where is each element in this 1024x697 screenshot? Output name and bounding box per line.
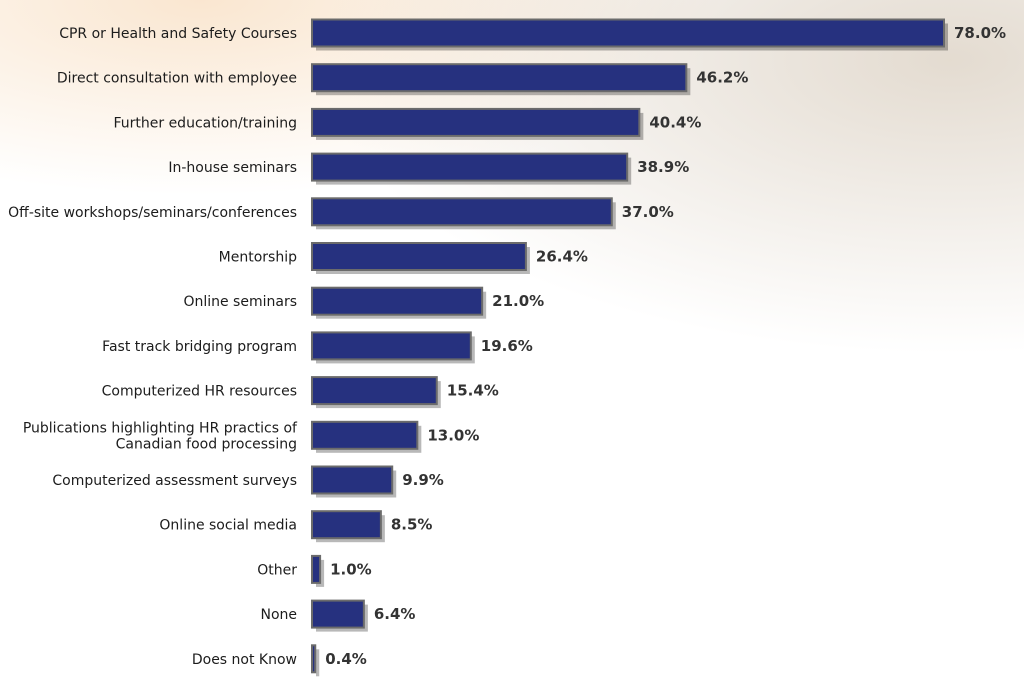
category-label-10: Computerized assessment surveys — [52, 473, 297, 489]
bar-9 — [311, 420, 419, 450]
category-label-3: In-house seminars — [168, 160, 297, 176]
value-label-9: 13.0% — [427, 426, 479, 444]
bar-3 — [311, 152, 629, 182]
value-label-7: 19.6% — [481, 337, 533, 355]
bar-shadow — [316, 649, 320, 677]
category-label-9: Publications highlighting HR practics of… — [23, 420, 298, 452]
category-label-line: In-house seminars — [168, 160, 297, 176]
category-label-line: None — [260, 607, 297, 623]
category-label-13: None — [260, 607, 297, 623]
category-label-6: Online seminars — [183, 294, 297, 310]
category-label-7: Fast track bridging program — [102, 339, 297, 355]
category-label-line: Direct consultation with employee — [57, 71, 297, 87]
category-label-line: Mentorship — [219, 250, 297, 266]
category-label-line: Other — [257, 562, 297, 578]
category-label-line: Off-site workshops/seminars/conferences — [8, 205, 297, 221]
category-label-line: Computerized HR resources — [102, 384, 297, 400]
category-label-line: Does not Know — [192, 652, 297, 668]
category-label-line: Online social media — [159, 518, 297, 534]
value-label-10: 9.9% — [402, 471, 444, 489]
value-label-14: 0.4% — [325, 650, 367, 668]
value-label-5: 26.4% — [536, 248, 588, 266]
category-label-8: Computerized HR resources — [102, 384, 297, 400]
category-label-4: Off-site workshops/seminars/conferences — [8, 205, 297, 221]
value-label-6: 21.0% — [492, 292, 544, 310]
value-label-4: 37.0% — [622, 203, 674, 221]
bar-10 — [311, 465, 394, 495]
bar-11 — [311, 510, 382, 540]
category-label-line: Fast track bridging program — [102, 339, 297, 355]
value-label-3: 38.9% — [637, 158, 689, 176]
category-label-0: CPR or Health and Safety Courses — [59, 26, 297, 42]
value-label-0: 78.0% — [954, 24, 1006, 42]
bar-7 — [311, 331, 472, 361]
value-label-13: 6.4% — [374, 605, 416, 623]
category-label-2: Further education/training — [113, 115, 297, 131]
value-label-2: 40.4% — [649, 113, 701, 131]
category-label-line: Further education/training — [113, 115, 297, 131]
category-label-5: Mentorship — [219, 250, 297, 266]
bar-0 — [311, 18, 945, 48]
category-label-12: Other — [257, 562, 297, 578]
bar-14 — [311, 644, 317, 674]
bar-4 — [311, 197, 613, 227]
bar-2 — [311, 107, 641, 137]
value-label-8: 15.4% — [447, 382, 499, 400]
value-label-12: 1.0% — [330, 560, 372, 578]
bar-8 — [311, 376, 438, 406]
bar-12 — [311, 554, 322, 584]
category-label-line: Publications highlighting HR practics of — [23, 420, 298, 436]
category-label-line: Computerized assessment surveys — [52, 473, 297, 489]
category-label-line: Canadian food processing — [116, 436, 297, 452]
category-label-line: CPR or Health and Safety Courses — [59, 26, 297, 42]
bar-5 — [311, 242, 527, 271]
category-label-14: Does not Know — [192, 652, 297, 668]
value-label-1: 46.2% — [696, 69, 748, 87]
bar-1 — [311, 63, 688, 93]
bar-6 — [311, 286, 484, 316]
category-label-1: Direct consultation with employee — [57, 71, 297, 87]
bar-13 — [311, 599, 365, 629]
category-label-line: Online seminars — [183, 294, 297, 310]
value-label-11: 8.5% — [391, 516, 433, 534]
category-label-11: Online social media — [159, 518, 297, 534]
